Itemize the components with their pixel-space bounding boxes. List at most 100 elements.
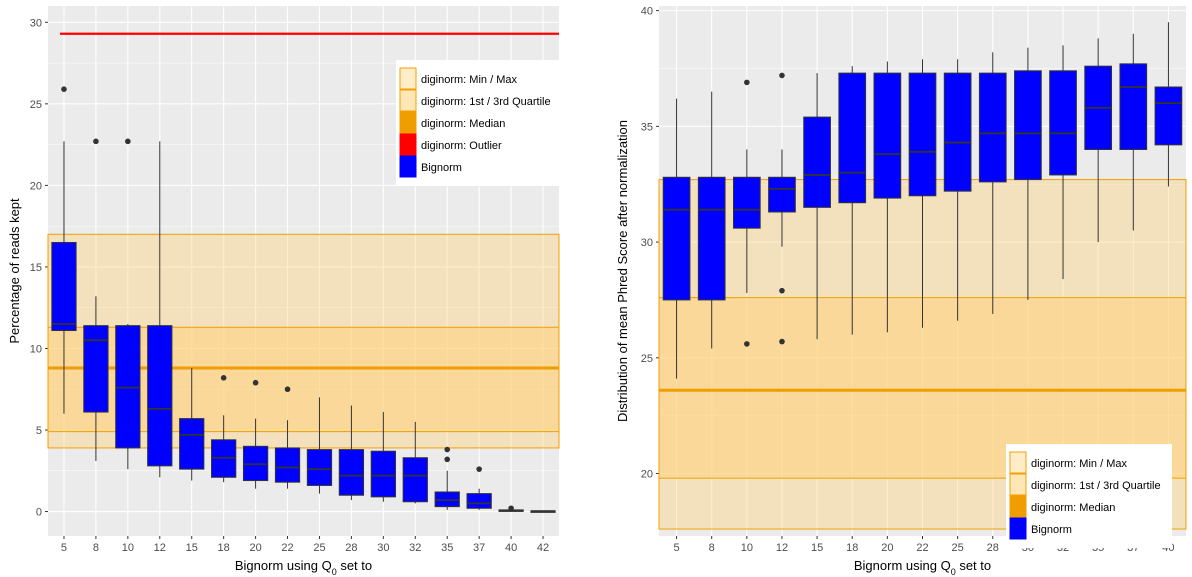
x-tick-label: 12: [776, 542, 788, 554]
x-tick-label: 12: [154, 542, 166, 554]
legend-label-quartile: diginorm: 1st / 3rd Quartile: [421, 96, 551, 108]
x-tick-label: 25: [952, 542, 964, 554]
y-tick-label: 0: [36, 507, 42, 519]
outlier-point: [744, 79, 750, 86]
box-37: [466, 493, 492, 509]
outlier-point: [125, 138, 131, 145]
legend-label-median: diginorm: Median: [1031, 502, 1115, 514]
x-axis-label-text: Bignorm using Q: [235, 558, 332, 573]
box-28: [978, 72, 1007, 183]
box-25: [306, 449, 333, 486]
x-tick-label: 25: [313, 542, 325, 554]
box-28: [338, 449, 365, 496]
x-tick-label: 5: [61, 542, 67, 554]
legend-box: [1006, 444, 1172, 548]
outlier-point: [284, 386, 291, 393]
box-18: [838, 72, 867, 204]
legend-label-minmax: diginorm: Min / Max: [421, 74, 517, 86]
outlier-point: [779, 72, 785, 79]
legend-key-median: [1009, 495, 1027, 518]
y-tick-label: 25: [30, 99, 42, 111]
x-tick-label: 28: [987, 542, 999, 554]
legend-key-bignorm: [399, 155, 417, 178]
legend-label-bignorm: Bignorm: [421, 162, 462, 174]
chart-right: 20253035405810121518202225283032353740Bi…: [615, 6, 1187, 577]
legend-box: [396, 60, 562, 186]
box-22: [274, 447, 301, 483]
outlier-point: [444, 446, 451, 453]
x-tick-label: 18: [218, 542, 230, 554]
y-tick-label: 10: [30, 343, 42, 355]
x-axis-label-suffix: set to: [337, 558, 372, 573]
x-tick-label: 18: [846, 542, 858, 554]
x-tick-label: 10: [122, 542, 134, 554]
box-12: [768, 176, 796, 213]
x-tick-label: 15: [811, 542, 823, 554]
x-tick-label: 8: [93, 542, 99, 554]
legend-label-minmax: diginorm: Min / Max: [1031, 458, 1127, 470]
x-axis-label-text: Bignorm using Q: [854, 558, 951, 573]
x-tick-label: 20: [881, 542, 893, 554]
legend-label-quartile: diginorm: 1st / 3rd Quartile: [1031, 480, 1161, 492]
y-tick-label: 5: [36, 425, 42, 437]
x-tick-label: 22: [281, 542, 293, 554]
y-tick-label: 25: [641, 353, 653, 365]
x-tick-label: 8: [709, 542, 715, 554]
legend-key-bignorm: [1009, 517, 1027, 540]
outlier-point: [476, 466, 482, 472]
x-tick-label: 15: [186, 542, 198, 554]
outlier-point: [444, 456, 451, 463]
legend-key-minmax: [1009, 451, 1027, 474]
y-tick-label: 30: [641, 237, 653, 249]
outlier-point: [779, 287, 785, 294]
y-axis-label: Distribution of mean Phred Score after n…: [615, 120, 630, 422]
y-axis-label: Percentage of reads kept: [7, 198, 22, 344]
y-tick-label: 15: [30, 262, 42, 274]
x-tick-label: 32: [409, 542, 421, 554]
box-32: [402, 457, 428, 503]
y-tick-label: 30: [30, 17, 42, 29]
y-tick-label: 35: [641, 121, 653, 133]
x-tick-label: 37: [473, 542, 485, 554]
box-8: [83, 325, 109, 413]
box-5: [51, 241, 77, 332]
box-32: [1049, 70, 1077, 176]
legend-key-minmax: [399, 67, 417, 90]
box-30: [1014, 70, 1042, 181]
x-tick-label: 10: [741, 542, 753, 554]
box-20: [873, 72, 902, 199]
legend-label-median: diginorm: Median: [421, 118, 505, 130]
box-8: [697, 176, 726, 301]
box-22: [908, 72, 937, 197]
x-axis-label-suffix: set to: [956, 558, 991, 573]
legend-label-outlier: diginorm: Outlier: [421, 140, 502, 152]
x-axis-label: Bignorm using Q0 set to: [854, 558, 991, 577]
box-25: [943, 72, 972, 192]
box-5: [662, 176, 691, 301]
x-axis-label-subscript: 0: [951, 567, 956, 577]
legend-label-bignorm: Bignorm: [1031, 524, 1072, 536]
legend-key-outlier: [399, 133, 417, 156]
x-tick-label: 30: [377, 542, 389, 554]
legend-key-quartile: [1009, 473, 1027, 496]
legend-key-median: [399, 111, 417, 134]
x-tick-label: 28: [345, 542, 357, 554]
legend-key-quartile: [399, 89, 417, 112]
box-10: [732, 176, 761, 229]
box-40: [1154, 86, 1183, 146]
x-axis-label-subscript: 0: [332, 567, 337, 577]
box-12: [147, 325, 173, 467]
box-37: [1119, 63, 1148, 150]
outlier-point: [220, 375, 227, 381]
y-tick-label: 20: [30, 180, 42, 192]
x-axis-label: Bignorm using Q0 set to: [235, 558, 372, 577]
outlier-point: [252, 379, 259, 386]
x-tick-label: 5: [674, 542, 680, 554]
y-tick-label: 40: [641, 6, 653, 18]
box-15: [803, 116, 831, 208]
x-tick-label: 20: [249, 542, 261, 554]
x-tick-label: 40: [505, 542, 517, 554]
outlier-point: [508, 505, 514, 512]
box-15: [179, 418, 205, 470]
